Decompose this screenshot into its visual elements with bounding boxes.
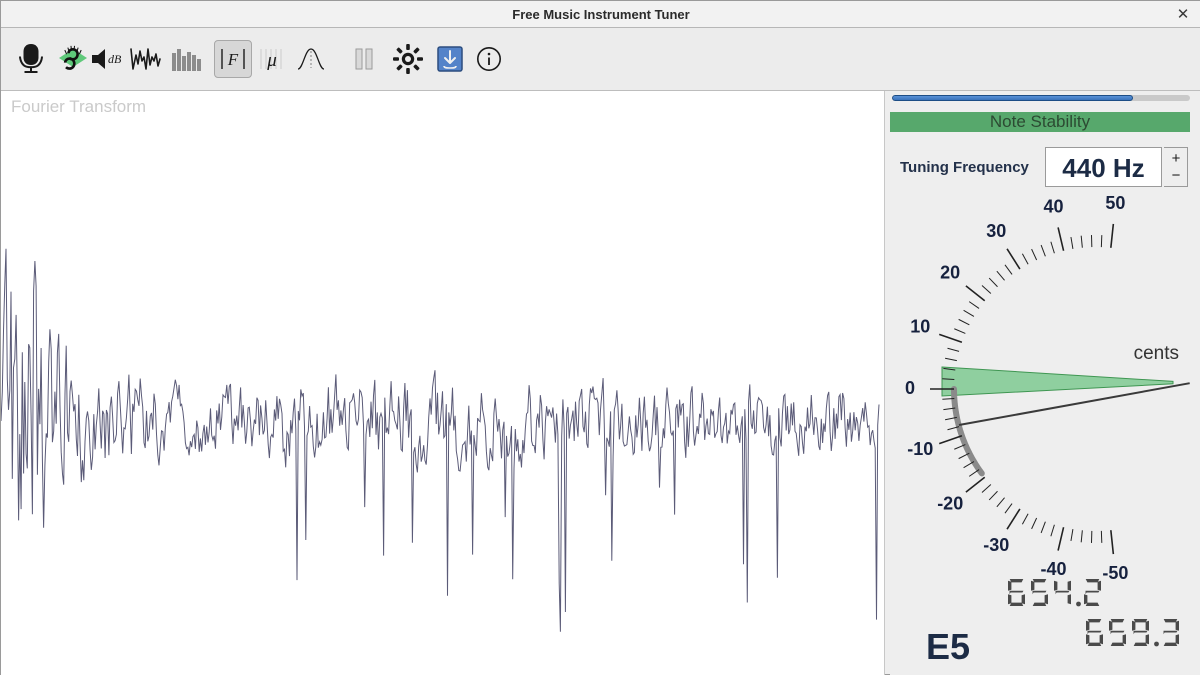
svg-text:μ: μ (266, 50, 277, 71)
svg-text:dB: dB (108, 52, 122, 66)
svg-text:F: F (227, 50, 239, 69)
